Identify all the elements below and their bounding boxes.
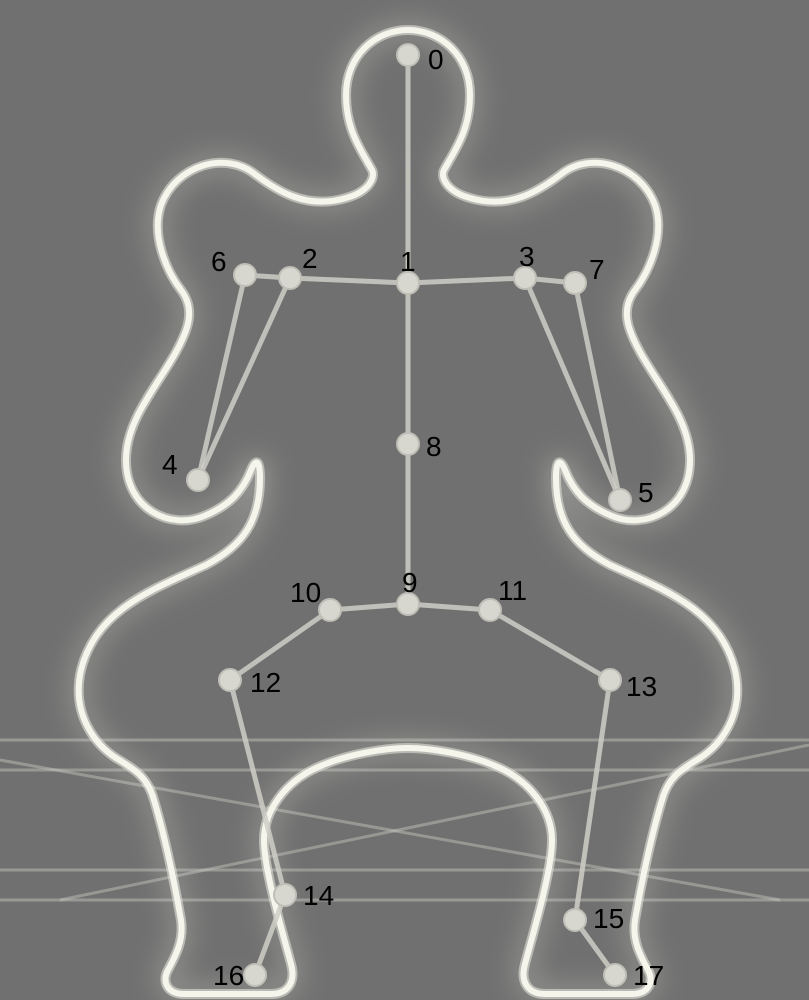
keypoint-ankle_right — [564, 909, 586, 931]
background — [0, 0, 809, 1000]
keypoint-label-6: 6 — [211, 246, 227, 277]
keypoint-knee_right — [599, 669, 621, 691]
keypoint-head_top — [397, 44, 419, 66]
keypoint-foot_left — [244, 964, 266, 986]
keypoint-foot_right — [604, 964, 626, 986]
keypoint-label-5: 5 — [638, 477, 654, 508]
keypoint-label-3: 3 — [519, 241, 535, 272]
keypoint-label-4: 4 — [162, 449, 178, 480]
keypoint-elbow_right — [564, 272, 586, 294]
keypoint-label-14: 14 — [303, 880, 334, 911]
keypoint-label-16: 16 — [213, 960, 244, 991]
keypoint-label-8: 8 — [426, 431, 442, 462]
keypoint-label-2: 2 — [302, 243, 318, 274]
keypoint-ankle_left — [274, 884, 296, 906]
keypoint-label-15: 15 — [593, 903, 624, 934]
keypoint-label-10: 10 — [290, 577, 321, 608]
keypoint-label-13: 13 — [626, 671, 657, 702]
keypoint-elbow_left — [234, 264, 256, 286]
keypoint-label-17: 17 — [633, 960, 664, 991]
keypoint-label-7: 7 — [589, 254, 605, 285]
pose-diagram: 01234567891011121314151617 — [0, 0, 809, 1000]
keypoint-hip_left — [319, 599, 341, 621]
keypoint-hand_right — [609, 489, 631, 511]
keypoint-label-9: 9 — [402, 567, 418, 598]
keypoint-spine_mid — [397, 433, 419, 455]
keypoint-label-0: 0 — [428, 44, 444, 75]
keypoint-label-11: 11 — [498, 575, 527, 606]
diagram-svg: 01234567891011121314151617 — [0, 0, 809, 1000]
keypoint-knee_left — [219, 669, 241, 691]
keypoint-label-1: 1 — [400, 246, 416, 277]
keypoint-shoulder_left — [279, 267, 301, 289]
keypoint-label-12: 12 — [250, 667, 281, 698]
keypoint-hand_left — [187, 469, 209, 491]
